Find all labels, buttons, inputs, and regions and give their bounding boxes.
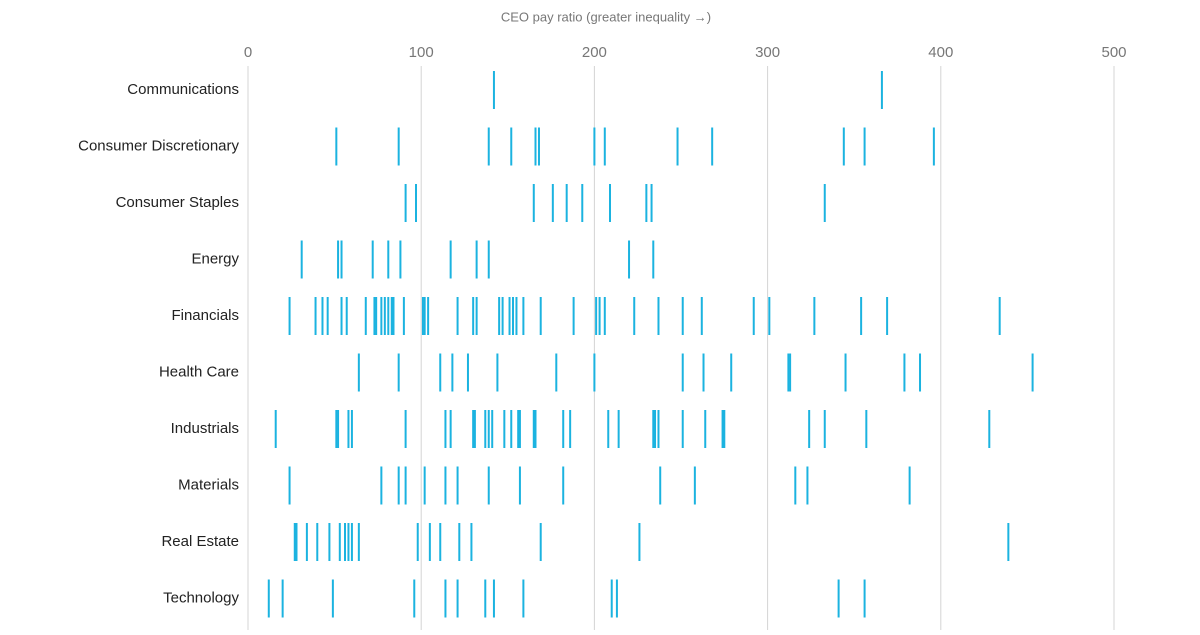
x-tick-label: 200 — [582, 44, 607, 61]
category-label: Real Estate — [161, 533, 239, 550]
axis-title: CEO pay ratio (greater inequality →) — [501, 9, 711, 24]
category-label: Consumer Staples — [116, 194, 239, 211]
x-tick-label: 400 — [928, 44, 953, 61]
x-tick-label: 0 — [244, 44, 252, 61]
category-label: Consumer Discretionary — [78, 137, 239, 154]
category-label: Health Care — [159, 363, 239, 380]
x-tick-label: 100 — [409, 44, 434, 61]
category-label: Technology — [163, 589, 239, 606]
category-label: Materials — [178, 476, 239, 493]
x-tick-label: 300 — [755, 44, 780, 61]
category-label: Communications — [127, 81, 239, 98]
category-label: Energy — [191, 250, 239, 267]
category-label: Financials — [171, 307, 239, 324]
category-label: Industrials — [171, 420, 239, 437]
x-tick-label: 500 — [1101, 44, 1126, 61]
